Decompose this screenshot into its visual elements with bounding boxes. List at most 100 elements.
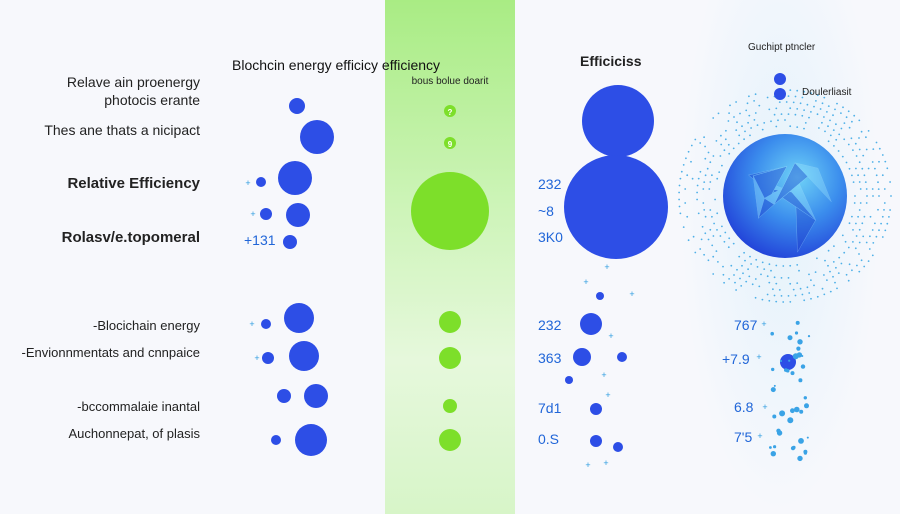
ring-dot bbox=[686, 174, 688, 176]
ring-dot bbox=[711, 245, 713, 247]
ring-dot bbox=[684, 202, 686, 204]
ring-dot bbox=[717, 261, 719, 263]
left-label: photocis erante bbox=[104, 92, 200, 108]
ring-dot bbox=[796, 108, 798, 110]
ring-dot bbox=[878, 229, 880, 231]
ring-dot bbox=[822, 288, 824, 290]
ring-dot bbox=[733, 243, 735, 245]
ring-dot bbox=[795, 295, 797, 297]
plus-marker: + bbox=[629, 289, 634, 299]
ring-dot bbox=[720, 155, 722, 157]
ring-dot bbox=[859, 181, 861, 183]
ring-dot bbox=[865, 181, 867, 183]
ring-dot bbox=[861, 222, 863, 224]
ring-dot bbox=[827, 265, 829, 267]
ring-dot bbox=[696, 192, 698, 194]
scatter-dot bbox=[790, 408, 795, 413]
scatter-dot bbox=[771, 387, 776, 392]
ring-dot bbox=[720, 144, 722, 146]
ring-dot bbox=[712, 256, 714, 258]
left-label: -Envionnmentats and cnnpaice bbox=[21, 345, 200, 360]
ring-dot bbox=[878, 188, 880, 190]
scatter-dot bbox=[776, 429, 780, 433]
ring-dot bbox=[723, 282, 725, 284]
ring-dot bbox=[856, 265, 858, 267]
plus-marker: + bbox=[761, 319, 766, 329]
ring-dot bbox=[789, 283, 791, 285]
blue-bubble bbox=[590, 435, 602, 447]
ring-dot bbox=[745, 110, 747, 112]
ring-dot bbox=[700, 171, 702, 173]
ring-dot bbox=[684, 188, 686, 190]
ring-dot bbox=[844, 122, 846, 124]
scatter-dot bbox=[772, 415, 776, 419]
green-bubble bbox=[439, 429, 461, 451]
ring-dot bbox=[716, 212, 718, 214]
ring-dot bbox=[859, 161, 861, 163]
value-label: 232 bbox=[538, 317, 561, 333]
ring-dot bbox=[855, 168, 857, 170]
green-bubble bbox=[411, 172, 489, 250]
ring-dot bbox=[884, 188, 886, 190]
value-label: 0.S bbox=[538, 431, 559, 447]
ring-dot bbox=[762, 129, 764, 131]
ring-dot bbox=[712, 273, 714, 275]
ring-dot bbox=[743, 138, 745, 140]
ring-dot bbox=[683, 164, 685, 166]
ring-dot bbox=[854, 195, 856, 197]
ring-dot bbox=[753, 100, 755, 102]
ring-dot bbox=[836, 103, 838, 105]
ring-dot bbox=[882, 154, 884, 156]
ring-dot bbox=[698, 213, 700, 215]
ring-dot bbox=[827, 125, 829, 127]
ring-dot bbox=[842, 156, 844, 158]
ring-dot bbox=[803, 128, 805, 130]
ring-dot bbox=[826, 279, 828, 281]
ring-dot bbox=[853, 115, 855, 117]
ring-dot bbox=[704, 158, 706, 160]
ring-dot bbox=[693, 236, 695, 238]
ring-dot bbox=[864, 216, 866, 218]
ring-dot bbox=[859, 229, 861, 231]
ring-dot bbox=[854, 202, 856, 204]
ring-dot bbox=[738, 135, 740, 137]
blue-bubble bbox=[286, 203, 310, 227]
ring-dot bbox=[728, 278, 730, 280]
ring-dot bbox=[813, 106, 815, 108]
ring-dot bbox=[774, 276, 776, 278]
ring-dot bbox=[835, 139, 837, 141]
scatter-dot bbox=[797, 352, 802, 357]
ring-dot bbox=[859, 209, 861, 211]
ring-dot bbox=[708, 152, 710, 154]
ring-dot bbox=[864, 174, 866, 176]
ring-dot bbox=[838, 134, 840, 136]
ring-dot bbox=[858, 120, 860, 122]
plus-marker: + bbox=[249, 319, 254, 329]
ring-dot bbox=[857, 174, 859, 176]
ring-dot bbox=[740, 285, 742, 287]
ring-dot bbox=[852, 229, 854, 231]
scatter-dot bbox=[780, 360, 782, 362]
scatter-dot bbox=[788, 360, 790, 362]
scatter-dot bbox=[799, 410, 803, 414]
plus-marker: + bbox=[757, 431, 762, 441]
blue-bubble bbox=[284, 303, 314, 333]
ring-dot bbox=[866, 242, 868, 244]
plus-marker: + bbox=[245, 178, 250, 188]
ring-dot bbox=[709, 209, 711, 211]
ring-dot bbox=[679, 185, 681, 187]
ring-dot bbox=[716, 250, 718, 252]
ring-dot bbox=[713, 235, 715, 237]
ring-dot bbox=[702, 202, 704, 204]
ring-dot bbox=[856, 155, 858, 157]
ring-dot bbox=[769, 263, 771, 265]
ring-dot bbox=[849, 263, 851, 265]
ring-dot bbox=[833, 245, 835, 247]
ring-dot bbox=[781, 277, 783, 279]
ring-dot bbox=[782, 265, 784, 267]
ring-dot bbox=[808, 292, 810, 294]
ring-dot bbox=[800, 102, 802, 104]
ring-dot bbox=[832, 114, 834, 116]
blue-bubble bbox=[617, 352, 627, 362]
ring-dot bbox=[861, 259, 863, 261]
